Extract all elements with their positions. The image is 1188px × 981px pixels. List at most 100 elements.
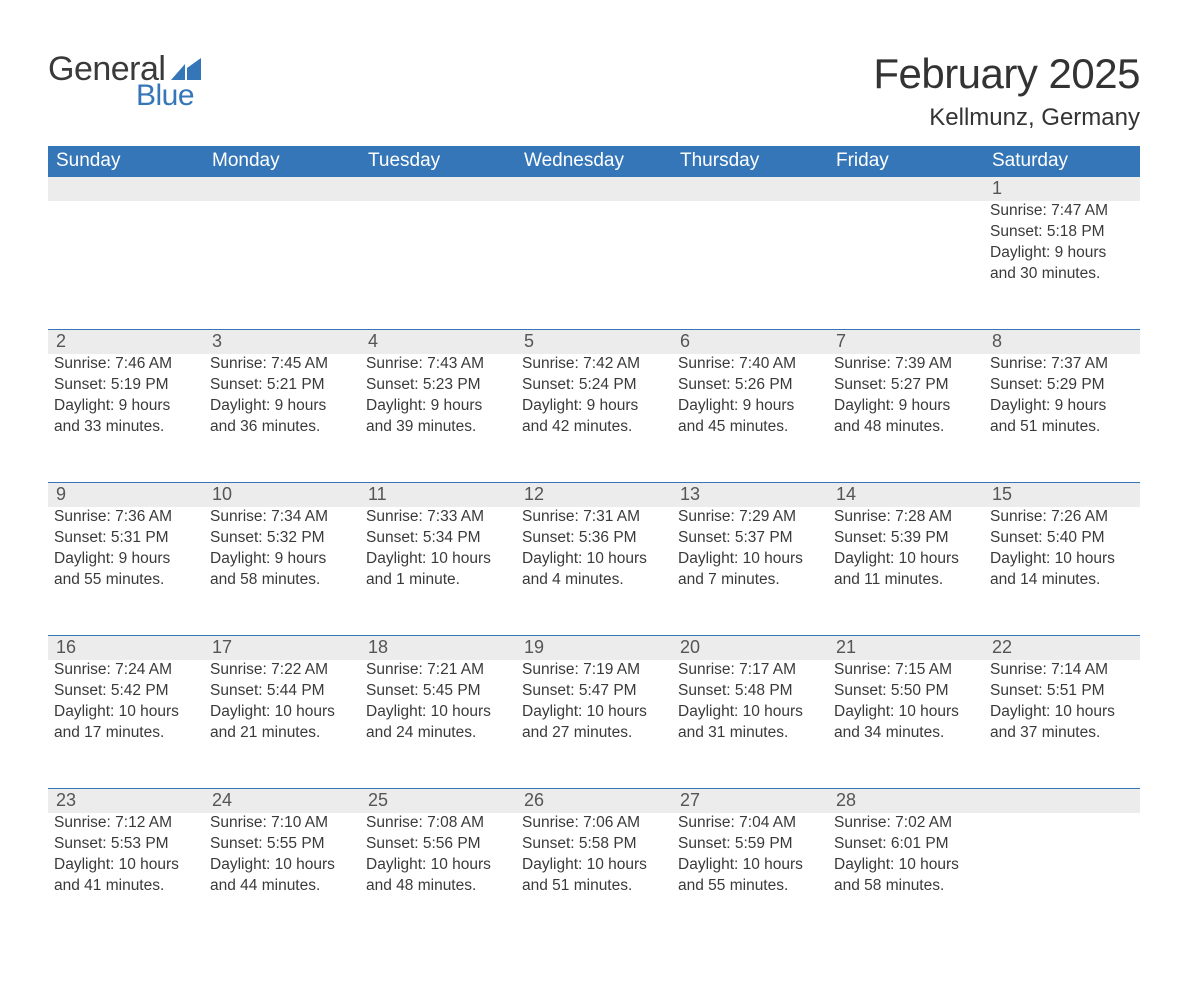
day-number: 20: [672, 636, 828, 660]
day-number: 13: [672, 483, 828, 507]
sunrise-text: Sunrise: 7:34 AM: [210, 507, 354, 528]
sunset-text: Sunset: 5:40 PM: [990, 528, 1134, 549]
day-cell: Sunrise: 7:31 AMSunset: 5:36 PMDaylight:…: [516, 507, 672, 635]
weekday-header: Friday: [828, 146, 984, 177]
day-cell: Sunrise: 7:15 AMSunset: 5:50 PMDaylight:…: [828, 660, 984, 788]
sunrise-text: Sunrise: 7:26 AM: [990, 507, 1134, 528]
day-cell: Sunrise: 7:04 AMSunset: 5:59 PMDaylight:…: [672, 813, 828, 941]
daylight-text: Daylight: 10 hours and 17 minutes.: [54, 702, 198, 744]
day-cell: Sunrise: 7:43 AMSunset: 5:23 PMDaylight:…: [360, 354, 516, 482]
day-number: 6: [672, 330, 828, 354]
sunset-text: Sunset: 5:56 PM: [366, 834, 510, 855]
day-cell: Sunrise: 7:17 AMSunset: 5:48 PMDaylight:…: [672, 660, 828, 788]
sunrise-text: Sunrise: 7:29 AM: [678, 507, 822, 528]
day-cell: Sunrise: 7:33 AMSunset: 5:34 PMDaylight:…: [360, 507, 516, 635]
week-row: Sunrise: 7:36 AMSunset: 5:31 PMDaylight:…: [48, 507, 1140, 635]
day-number: 25: [360, 789, 516, 813]
daylight-text: Daylight: 9 hours and 39 minutes.: [366, 396, 510, 438]
day-cell: Sunrise: 7:40 AMSunset: 5:26 PMDaylight:…: [672, 354, 828, 482]
daylight-text: Daylight: 10 hours and 11 minutes.: [834, 549, 978, 591]
day-number: [360, 177, 516, 201]
sunset-text: Sunset: 5:24 PM: [522, 375, 666, 396]
day-number: 22: [984, 636, 1140, 660]
sunset-text: Sunset: 5:37 PM: [678, 528, 822, 549]
day-cell: Sunrise: 7:37 AMSunset: 5:29 PMDaylight:…: [984, 354, 1140, 482]
weekday-header: Saturday: [984, 146, 1140, 177]
sunset-text: Sunset: 5:19 PM: [54, 375, 198, 396]
day-number: 12: [516, 483, 672, 507]
empty-cell: [516, 201, 672, 329]
daylight-text: Daylight: 9 hours and 58 minutes.: [210, 549, 354, 591]
week-row: Sunrise: 7:46 AMSunset: 5:19 PMDaylight:…: [48, 354, 1140, 482]
sunset-text: Sunset: 5:58 PM: [522, 834, 666, 855]
day-number: 26: [516, 789, 672, 813]
empty-cell: [204, 201, 360, 329]
sunrise-text: Sunrise: 7:43 AM: [366, 354, 510, 375]
day-number: [984, 789, 1140, 813]
day-number: 27: [672, 789, 828, 813]
daylight-text: Daylight: 10 hours and 48 minutes.: [366, 855, 510, 897]
calendar-page: General Blue February 2025 Kellmunz, Ger…: [0, 0, 1188, 981]
day-number: 3: [204, 330, 360, 354]
day-number: 24: [204, 789, 360, 813]
day-number: 21: [828, 636, 984, 660]
day-cell: Sunrise: 7:10 AMSunset: 5:55 PMDaylight:…: [204, 813, 360, 941]
sunset-text: Sunset: 5:23 PM: [366, 375, 510, 396]
page-header: General Blue February 2025 Kellmunz, Ger…: [48, 50, 1140, 132]
sunrise-text: Sunrise: 7:39 AM: [834, 354, 978, 375]
daylight-text: Daylight: 10 hours and 31 minutes.: [678, 702, 822, 744]
empty-cell: [828, 201, 984, 329]
day-number: 19: [516, 636, 672, 660]
day-cell: Sunrise: 7:22 AMSunset: 5:44 PMDaylight:…: [204, 660, 360, 788]
day-number: 23: [48, 789, 204, 813]
daylight-text: Daylight: 9 hours and 45 minutes.: [678, 396, 822, 438]
day-cell: Sunrise: 7:26 AMSunset: 5:40 PMDaylight:…: [984, 507, 1140, 635]
weekday-header-row: Sunday Monday Tuesday Wednesday Thursday…: [48, 146, 1140, 177]
day-cell: Sunrise: 7:29 AMSunset: 5:37 PMDaylight:…: [672, 507, 828, 635]
weekday-header: Thursday: [672, 146, 828, 177]
day-cell: Sunrise: 7:06 AMSunset: 5:58 PMDaylight:…: [516, 813, 672, 941]
weekday-header: Wednesday: [516, 146, 672, 177]
sunset-text: Sunset: 5:48 PM: [678, 681, 822, 702]
sunset-text: Sunset: 5:51 PM: [990, 681, 1134, 702]
sunrise-text: Sunrise: 7:28 AM: [834, 507, 978, 528]
day-number: [828, 177, 984, 201]
sunrise-text: Sunrise: 7:06 AM: [522, 813, 666, 834]
sunrise-text: Sunrise: 7:22 AM: [210, 660, 354, 681]
sunset-text: Sunset: 5:27 PM: [834, 375, 978, 396]
sunset-text: Sunset: 5:34 PM: [366, 528, 510, 549]
day-number-row: 2345678: [48, 329, 1140, 354]
weeks-container: 1Sunrise: 7:47 AMSunset: 5:18 PMDaylight…: [48, 177, 1140, 941]
daylight-text: Daylight: 9 hours and 51 minutes.: [990, 396, 1134, 438]
sunset-text: Sunset: 6:01 PM: [834, 834, 978, 855]
day-number-row: 9101112131415: [48, 482, 1140, 507]
day-cell: Sunrise: 7:46 AMSunset: 5:19 PMDaylight:…: [48, 354, 204, 482]
sunset-text: Sunset: 5:26 PM: [678, 375, 822, 396]
sunrise-text: Sunrise: 7:42 AM: [522, 354, 666, 375]
sunset-text: Sunset: 5:44 PM: [210, 681, 354, 702]
sunrise-text: Sunrise: 7:36 AM: [54, 507, 198, 528]
sunset-text: Sunset: 5:55 PM: [210, 834, 354, 855]
day-cell: Sunrise: 7:34 AMSunset: 5:32 PMDaylight:…: [204, 507, 360, 635]
sunrise-text: Sunrise: 7:17 AM: [678, 660, 822, 681]
brand-word-blue: Blue: [136, 79, 194, 113]
empty-cell: [672, 201, 828, 329]
daylight-text: Daylight: 10 hours and 34 minutes.: [834, 702, 978, 744]
day-number: 10: [204, 483, 360, 507]
daylight-text: Daylight: 9 hours and 36 minutes.: [210, 396, 354, 438]
week-row: Sunrise: 7:24 AMSunset: 5:42 PMDaylight:…: [48, 660, 1140, 788]
day-cell: Sunrise: 7:42 AMSunset: 5:24 PMDaylight:…: [516, 354, 672, 482]
sunrise-text: Sunrise: 7:02 AM: [834, 813, 978, 834]
day-cell: Sunrise: 7:47 AMSunset: 5:18 PMDaylight:…: [984, 201, 1140, 329]
day-cell: Sunrise: 7:12 AMSunset: 5:53 PMDaylight:…: [48, 813, 204, 941]
sunset-text: Sunset: 5:18 PM: [990, 222, 1134, 243]
day-number-row: 1: [48, 177, 1140, 201]
daylight-text: Daylight: 10 hours and 21 minutes.: [210, 702, 354, 744]
day-number-row: 232425262728: [48, 788, 1140, 813]
daylight-text: Daylight: 9 hours and 33 minutes.: [54, 396, 198, 438]
sunset-text: Sunset: 5:53 PM: [54, 834, 198, 855]
week-row: Sunrise: 7:12 AMSunset: 5:53 PMDaylight:…: [48, 813, 1140, 941]
day-number: 2: [48, 330, 204, 354]
brand-logo: General Blue: [48, 50, 201, 113]
day-cell: Sunrise: 7:21 AMSunset: 5:45 PMDaylight:…: [360, 660, 516, 788]
